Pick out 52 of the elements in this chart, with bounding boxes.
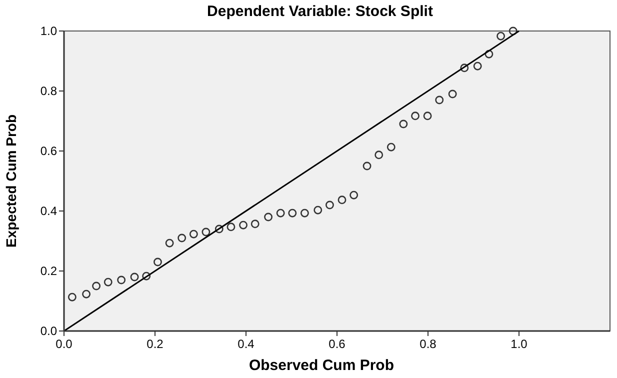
chart-title: Dependent Variable: Stock Split xyxy=(207,3,433,20)
x-tick-label: 0.4 xyxy=(238,337,255,351)
point xyxy=(423,112,432,120)
point xyxy=(484,50,494,58)
point xyxy=(288,208,297,218)
point xyxy=(117,276,126,284)
x-tick-label: 1.0 xyxy=(510,337,528,351)
point xyxy=(314,206,322,214)
point xyxy=(130,272,139,282)
point xyxy=(411,112,420,120)
point xyxy=(448,90,457,98)
point xyxy=(250,220,260,228)
point xyxy=(202,228,210,236)
point xyxy=(142,272,151,280)
point xyxy=(326,200,334,210)
point xyxy=(399,120,408,128)
x-axis-title: Observed Cum Prob xyxy=(248,357,394,374)
y-tick-label: 0.4 xyxy=(40,204,58,218)
point xyxy=(374,150,384,160)
point xyxy=(338,196,346,204)
point xyxy=(189,230,198,238)
point xyxy=(104,278,112,286)
point xyxy=(239,220,248,230)
x-tick-label: 0.0 xyxy=(56,337,73,351)
point xyxy=(350,190,358,200)
point xyxy=(460,64,469,72)
point xyxy=(435,96,444,104)
point xyxy=(214,224,224,234)
point xyxy=(496,32,506,40)
point xyxy=(276,208,285,218)
x-tick-label: 0.8 xyxy=(420,337,437,351)
x-tick-label: 0.2 xyxy=(146,337,164,351)
point xyxy=(473,62,482,70)
point xyxy=(92,282,101,290)
point xyxy=(68,292,76,302)
y-tick-label: 0.0 xyxy=(40,324,58,338)
point xyxy=(300,208,309,218)
y-tick-label: 1.0 xyxy=(40,24,58,38)
point xyxy=(226,222,236,232)
point xyxy=(508,26,518,36)
point xyxy=(82,290,91,298)
point xyxy=(154,258,162,266)
y-axis-title: Expected Cum Prob xyxy=(3,114,19,248)
x-tick-label: 0.6 xyxy=(328,337,346,351)
point xyxy=(362,162,372,170)
point xyxy=(165,238,174,248)
point xyxy=(178,234,186,242)
y-tick-label: 0.2 xyxy=(40,264,58,278)
y-tick-label: 0.8 xyxy=(40,84,58,98)
point xyxy=(264,212,273,222)
point xyxy=(386,142,396,152)
y-tick-label: 0.6 xyxy=(40,144,58,158)
